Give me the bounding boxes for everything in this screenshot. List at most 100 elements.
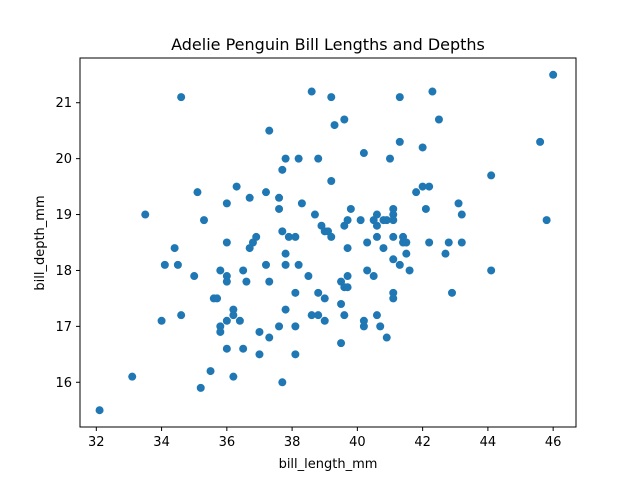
data-point: [346, 204, 355, 213]
data-point: [372, 210, 381, 219]
data-point: [418, 143, 427, 152]
data-point: [177, 93, 186, 102]
data-point: [382, 333, 391, 342]
data-point: [372, 311, 381, 320]
data-point: [542, 216, 551, 225]
plot-area-frame: [79, 57, 577, 428]
data-point: [141, 210, 150, 219]
data-point: [395, 93, 404, 102]
data-point: [229, 305, 238, 314]
data-point: [291, 322, 300, 331]
data-point: [441, 249, 450, 258]
data-point: [327, 177, 336, 185]
data-point: [382, 216, 391, 225]
data-point: [291, 350, 300, 359]
data-point: [363, 266, 372, 275]
x-tick-label: 42: [414, 435, 431, 450]
data-point: [359, 322, 368, 331]
data-point: [444, 238, 453, 247]
x-tick-label: 34: [153, 435, 170, 450]
data-point: [454, 199, 463, 208]
data-point: [314, 311, 323, 320]
chart-title: Adelie Penguin Bill Lengths and Depths: [171, 35, 485, 54]
data-point: [359, 316, 368, 325]
data-point: [278, 227, 287, 236]
data-point: [275, 322, 284, 331]
data-point: [487, 266, 496, 275]
data-point: [255, 327, 264, 336]
data-point: [239, 266, 248, 275]
data-point: [402, 249, 411, 258]
data-point: [363, 238, 372, 247]
data-point: [421, 204, 430, 213]
data-point: [356, 216, 365, 225]
data-point: [395, 137, 404, 146]
data-point: [193, 188, 202, 197]
data-point: [281, 260, 290, 269]
data-point: [310, 210, 319, 219]
data-point: [343, 272, 352, 281]
data-point: [95, 406, 104, 415]
data-point: [340, 115, 349, 124]
data-point: [425, 238, 434, 247]
data-point: [457, 238, 466, 247]
data-point: [372, 232, 381, 241]
data-point: [265, 277, 274, 286]
data-point: [278, 378, 287, 387]
data-point: [314, 154, 323, 163]
data-point: [222, 277, 231, 286]
data-point: [457, 210, 466, 219]
data-point: [275, 193, 284, 202]
data-point: [229, 372, 238, 381]
data-point: [262, 188, 270, 197]
data-point: [173, 260, 182, 269]
data-point: [291, 288, 300, 297]
x-tick-label: 40: [349, 435, 366, 450]
data-point: [389, 232, 398, 241]
data-point: [402, 238, 411, 247]
data-point: [327, 232, 336, 241]
data-point: [160, 260, 169, 269]
data-point: [222, 272, 231, 281]
data-point: [245, 193, 254, 202]
data-point: [343, 244, 352, 253]
x-tick-label: 46: [545, 435, 562, 450]
data-point: [448, 288, 456, 297]
data-point: [291, 232, 300, 241]
data-point: [222, 344, 231, 353]
data-point: [281, 305, 290, 314]
data-point: [239, 344, 248, 353]
data-point: [389, 204, 398, 213]
x-axis: 32 34 36 38 40 42 44 46: [88, 427, 561, 450]
data-point: [216, 327, 225, 336]
data-point: [170, 244, 179, 253]
data-point: [337, 339, 346, 348]
x-tick-label: 36: [219, 435, 236, 450]
data-point: [216, 266, 225, 275]
data-point: [337, 300, 346, 308]
data-point: [222, 316, 231, 325]
data-point: [536, 137, 545, 146]
y-tick-label: 16: [55, 376, 72, 391]
x-axis-label: bill_length_mm: [279, 457, 378, 472]
data-point: [262, 260, 270, 269]
data-point: [222, 238, 231, 247]
data-point: [330, 121, 339, 130]
data-point: [369, 272, 378, 281]
data-point: [434, 115, 443, 124]
data-point: [200, 216, 208, 225]
data-point: [281, 249, 290, 258]
y-axis: 16 17 18 19 20 21: [55, 96, 80, 391]
data-point: [242, 277, 251, 286]
x-tick-label: 44: [480, 435, 497, 450]
data-point: [284, 232, 293, 241]
y-axis-label: bill_depth_mm: [33, 195, 48, 290]
data-point: [487, 171, 496, 180]
data-point: [389, 210, 398, 219]
data-point: [252, 232, 261, 241]
data-point: [314, 288, 323, 297]
x-tick-label: 32: [88, 435, 105, 450]
data-point: [379, 244, 388, 253]
data-point: [320, 316, 329, 325]
data-point: [307, 87, 316, 96]
